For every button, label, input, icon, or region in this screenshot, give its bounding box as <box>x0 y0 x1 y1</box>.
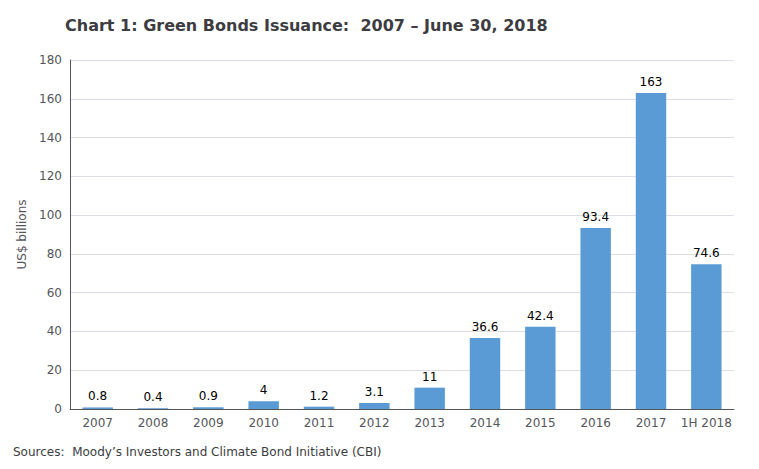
svg-text:1H 2018: 1H 2018 <box>681 416 732 430</box>
svg-text:2014: 2014 <box>470 416 501 430</box>
svg-text:160: 160 <box>39 92 62 106</box>
svg-text:120: 120 <box>39 169 62 183</box>
svg-text:11: 11 <box>422 370 437 384</box>
svg-text:2011: 2011 <box>304 416 335 430</box>
svg-text:93.4: 93.4 <box>582 210 609 224</box>
svg-text:2009: 2009 <box>193 416 224 430</box>
svg-text:2012: 2012 <box>359 416 390 430</box>
svg-text:Chart 1: Green Bonds Issuance:: Chart 1: Green Bonds Issuance: 2007 – Ju… <box>65 16 548 35</box>
svg-text:2015: 2015 <box>525 416 556 430</box>
svg-text:2010: 2010 <box>248 416 279 430</box>
svg-text:80: 80 <box>47 247 62 261</box>
svg-text:4: 4 <box>260 383 268 397</box>
svg-text:2017: 2017 <box>636 416 667 430</box>
svg-text:1.2: 1.2 <box>309 389 328 403</box>
svg-text:0.8: 0.8 <box>88 389 107 403</box>
svg-text:180: 180 <box>39 53 62 67</box>
svg-text:2008: 2008 <box>138 416 169 430</box>
svg-text:36.6: 36.6 <box>472 320 499 334</box>
svg-text:60: 60 <box>47 286 62 300</box>
svg-text:20: 20 <box>47 363 62 377</box>
svg-text:0.4: 0.4 <box>143 390 162 404</box>
svg-text:140: 140 <box>39 131 62 145</box>
svg-text:100: 100 <box>39 208 62 222</box>
svg-text:40: 40 <box>47 324 62 338</box>
svg-text:2007: 2007 <box>82 416 113 430</box>
svg-text:2016: 2016 <box>580 416 611 430</box>
svg-text:0: 0 <box>54 402 62 416</box>
svg-text:74.6: 74.6 <box>693 246 720 260</box>
svg-text:42.4: 42.4 <box>527 309 554 323</box>
svg-text:3.1: 3.1 <box>365 385 384 399</box>
svg-text:2013: 2013 <box>414 416 445 430</box>
svg-text:Sources: Moody’s Investors an: Sources: Moody’s Investors and Climate B… <box>13 445 381 459</box>
svg-text:US$ billions: US$ billions <box>15 199 29 269</box>
svg-text:0.9: 0.9 <box>199 389 218 403</box>
svg-text:163: 163 <box>640 75 663 89</box>
